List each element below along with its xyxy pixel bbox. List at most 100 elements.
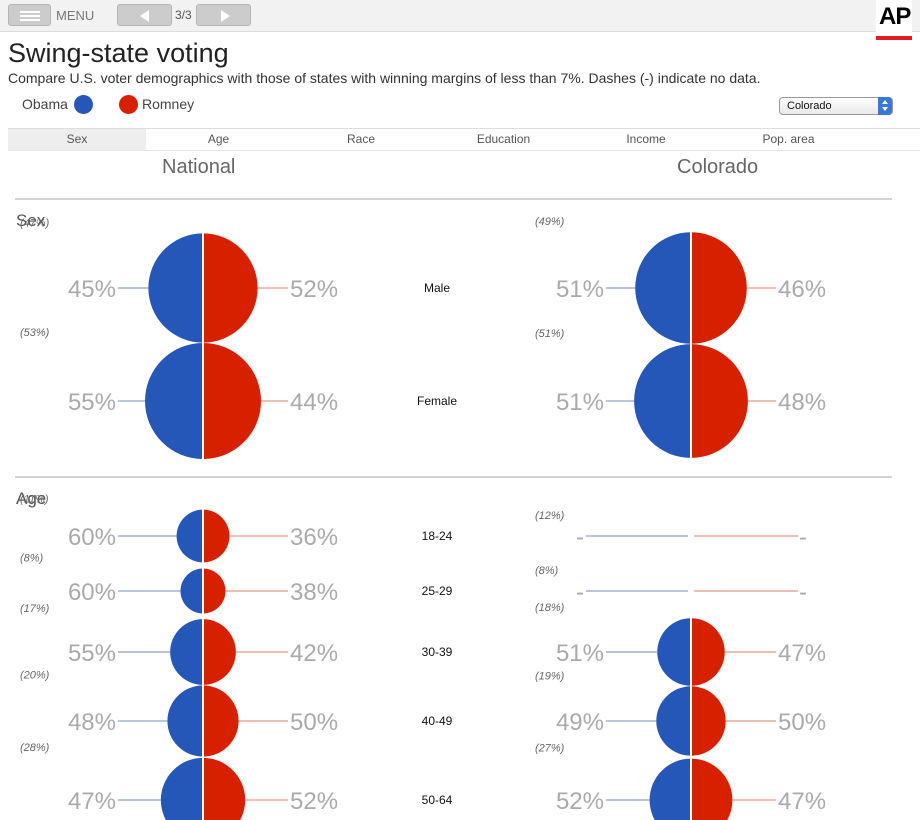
group-label-sex-female: Female: [417, 394, 457, 408]
state-age-40-49-obama-half: [656, 686, 691, 756]
national-age-50-64-romney-half: [203, 757, 246, 820]
state-sex-male-share: (49%): [535, 216, 565, 228]
national-age-40-49-share: (20%): [20, 669, 50, 681]
group-label-sex-male: Male: [424, 281, 450, 295]
national-age-50-64-share: (28%): [20, 742, 50, 754]
national-age-30-39-obama-pct: 55%: [68, 640, 116, 667]
category-tabs: Sex Age Race Education Income Pop. area: [8, 128, 920, 151]
state-sex-male-romney-half: [691, 232, 747, 344]
legend-obama-swatch: [74, 95, 93, 114]
arrow-left-icon: [140, 10, 149, 22]
state-age-50-64-obama-half: [649, 758, 691, 820]
state-select[interactable]: Colorado: [779, 97, 893, 115]
national-age-25-29-obama-half: [180, 568, 203, 614]
national-sex-male-obama-pct: 45%: [68, 276, 116, 303]
national-age-18-24-obama-pct: 60%: [68, 524, 116, 551]
tab-education[interactable]: Education: [476, 132, 531, 146]
national-age-30-39-romney-half: [203, 619, 236, 685]
national-age-40-49-romney-pct: 50%: [290, 709, 338, 736]
state-age-25-29-share: (8%): [535, 565, 559, 577]
state-sex-female-obama-half: [634, 344, 691, 458]
national-age-25-29-share: (8%): [20, 552, 44, 564]
previous-button[interactable]: [117, 4, 172, 26]
state-age-40-49-romney-pct: 50%: [778, 709, 826, 736]
group-label-age-18-24: 18-24: [422, 529, 453, 543]
state-age-50-64-romney-half: [691, 758, 733, 820]
national-sex-female-romney-half: [203, 343, 261, 459]
state-age-18-24-share: (12%): [535, 510, 565, 522]
national-sex-female-obama-pct: 55%: [68, 389, 116, 416]
national-sex-female-share: (53%): [20, 327, 50, 339]
state-age-18-24-romney-pct: -: [799, 524, 807, 551]
state-age-25-29-obama-pct: -: [576, 579, 584, 606]
arrow-right-icon: [221, 10, 230, 22]
national-age-30-39-romney-pct: 42%: [290, 640, 338, 667]
national-age-25-29-romney-half: [203, 568, 226, 614]
menu-button[interactable]: [8, 4, 51, 26]
national-age-18-24-romney-pct: 36%: [290, 524, 338, 551]
national-age-50-64-obama-half: [160, 757, 203, 820]
state-age-50-64-share: (27%): [535, 743, 565, 755]
national-age-40-49-romney-half: [203, 685, 239, 757]
page-count: 3/3: [175, 8, 192, 22]
national-column-title: National: [162, 156, 236, 178]
national-age-40-49-obama-half: [167, 685, 203, 757]
group-label-age-40-49: 40-49: [422, 714, 453, 728]
state-age-40-49-share: (19%): [535, 670, 565, 682]
national-age-30-39-obama-half: [170, 619, 203, 685]
state-sex-male-obama-pct: 51%: [556, 276, 604, 303]
legend-romney-swatch: [119, 95, 138, 114]
state-sex-male-obama-half: [635, 232, 691, 344]
state-age-50-64-romney-pct: 47%: [778, 788, 826, 815]
state-age-40-49-obama-pct: 49%: [556, 709, 604, 736]
national-sex-male-obama-half: [148, 233, 203, 343]
state-column-title: Colorado: [677, 156, 759, 178]
national-age-50-64-romney-pct: 52%: [290, 788, 338, 815]
section-title-age: Age: [16, 489, 46, 508]
tab-sex[interactable]: Sex: [8, 129, 146, 150]
state-sex-female-obama-pct: 51%: [556, 389, 604, 416]
legend-romney-label: Romney: [142, 96, 195, 112]
state-age-30-39-romney-half: [691, 618, 725, 686]
section-title-sex: Sex: [16, 211, 46, 230]
national-sex-female-romney-pct: 44%: [290, 389, 338, 416]
tab-age[interactable]: Age: [207, 132, 230, 146]
group-label-age-25-29: 25-29: [422, 584, 453, 598]
national-sex-male-share: (47%): [20, 217, 50, 229]
group-label-age-30-39: 30-39: [422, 645, 453, 659]
ap-logo[interactable]: AP: [876, 0, 912, 40]
state-age-30-39-obama-pct: 51%: [556, 640, 604, 667]
national-age-50-64-obama-pct: 47%: [68, 788, 116, 815]
national-sex-male-romney-pct: 52%: [290, 276, 338, 303]
national-age-18-24-share: (11%): [20, 494, 49, 506]
top-toolbar: MENU 3/3 AP: [0, 0, 920, 40]
national-age-18-24-romney-half: [203, 509, 230, 563]
state-sex-female-share: (51%): [535, 328, 565, 340]
state-age-40-49-romney-half: [691, 686, 726, 756]
state-age-30-39-obama-half: [657, 618, 691, 686]
national-sex-male-romney-half: [203, 233, 258, 343]
hamburger-icon: [20, 11, 40, 13]
tab-pop-area[interactable]: Pop. area: [762, 132, 815, 146]
tab-income[interactable]: Income: [626, 132, 666, 146]
page-subtitle: Compare U.S. voter demographics with tho…: [8, 70, 761, 86]
group-label-age-50-64: 50-64: [422, 793, 453, 807]
state-age-30-39-share: (18%): [535, 602, 565, 614]
state-age-50-64-obama-pct: 52%: [556, 788, 604, 815]
menu-label[interactable]: MENU: [56, 8, 95, 23]
national-age-40-49-obama-pct: 48%: [68, 709, 116, 736]
national-age-18-24-obama-half: [176, 509, 203, 563]
next-button[interactable]: [196, 4, 251, 26]
national-age-30-39-share: (17%): [20, 603, 50, 615]
legend-obama-label: Obama: [22, 96, 68, 112]
tab-race[interactable]: Race: [346, 132, 375, 146]
national-age-25-29-romney-pct: 38%: [290, 579, 338, 606]
state-sex-male-romney-pct: 46%: [778, 276, 826, 303]
state-age-18-24-obama-pct: -: [576, 524, 584, 551]
select-arrows-icon: [878, 97, 892, 115]
page-title: Swing-state voting: [8, 38, 229, 68]
state-sex-female-romney-half: [691, 344, 748, 458]
state-select-value: Colorado: [787, 100, 832, 112]
state-age-25-29-romney-pct: -: [799, 579, 807, 606]
